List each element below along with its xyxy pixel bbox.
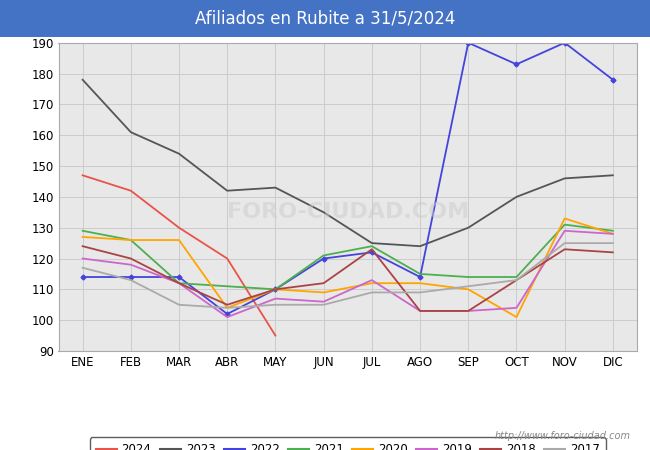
Text: FORO-CIUDAD.COM: FORO-CIUDAD.COM: [227, 202, 469, 222]
Text: http://www.foro-ciudad.com: http://www.foro-ciudad.com: [495, 431, 630, 441]
Text: Afiliados en Rubite a 31/5/2024: Afiliados en Rubite a 31/5/2024: [195, 9, 455, 27]
Legend: 2024, 2023, 2022, 2021, 2020, 2019, 2018, 2017: 2024, 2023, 2022, 2021, 2020, 2019, 2018…: [90, 437, 606, 450]
